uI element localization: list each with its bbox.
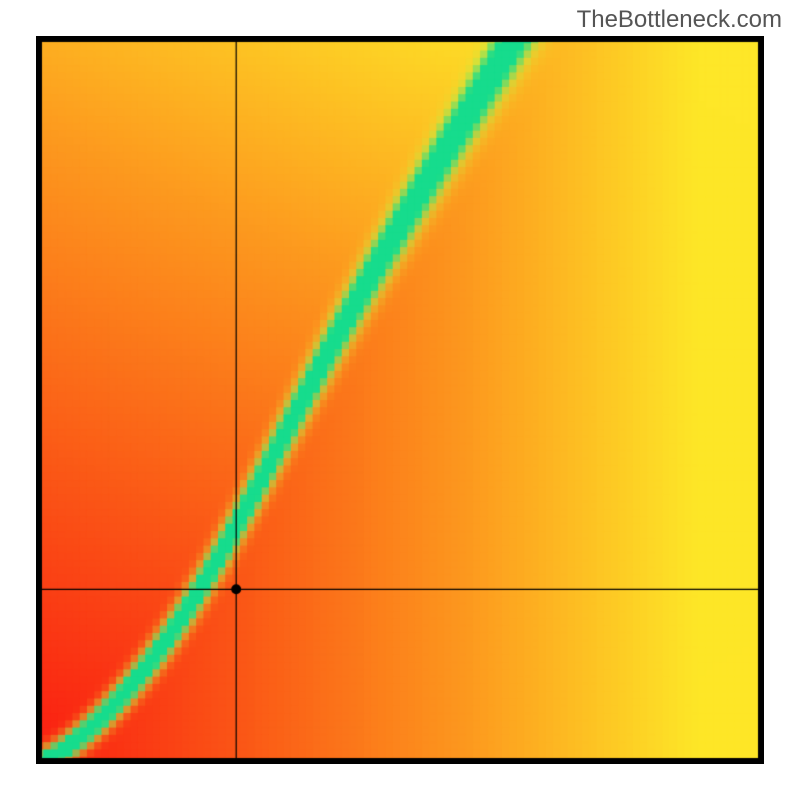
heatmap-plot [36,36,764,764]
heatmap-canvas [36,36,764,764]
watermark-text: TheBottleneck.com [577,6,782,34]
